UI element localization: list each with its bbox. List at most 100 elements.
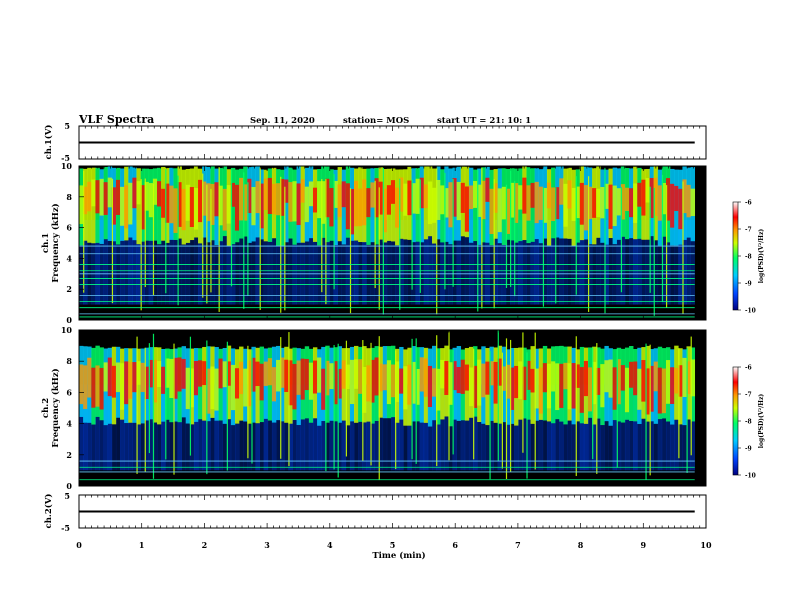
spectrogram-cell [551,384,556,471]
spectrogram-cell [567,363,572,410]
spectrogram-cell [276,384,281,471]
spectrogram-cell [608,359,613,398]
spectrogram-cell [444,219,449,305]
sferic-streak [505,338,508,479]
spectrogram-cell [198,219,203,305]
spectrogram-cell [284,179,289,203]
spectrogram-cell [436,384,441,471]
spectrogram-cell [226,185,232,224]
spectrogram-cell [210,384,215,471]
spectrogram-cell [432,384,437,471]
spectrogram-cell [530,182,535,208]
spectrogram-cell [674,384,679,471]
spectrogram-cell [91,384,96,471]
spectrogram-cell [592,188,597,218]
spectrogram-cell [325,178,330,218]
spectrogram-cell [177,182,182,227]
spectrogram-cell [111,187,117,225]
spectrogram-cell [189,187,195,227]
spectrogram-cell [678,219,683,305]
spectrogram-cell [399,368,404,394]
spectrogram-cell [509,367,515,410]
spectrogram-cell [115,362,121,393]
spectrogram-cell [111,219,117,305]
spectrogram-cell [214,384,219,471]
spectrogram-cell [300,179,306,203]
spectrogram-cell [411,183,416,214]
spectrogram-cell [514,365,519,399]
spectrogram-cell [226,384,232,471]
spectrogram-cell [239,384,244,471]
spectrogram-cell [583,219,589,305]
spectrogram-cell [432,368,437,397]
spectrogram-cell [407,180,412,216]
spectrogram-cell [551,219,556,305]
spectrogram-cell [255,361,260,387]
spectrogram-cell [95,180,100,214]
spectrogram-cell [661,368,667,414]
spectrogram-cell [583,384,589,471]
spectrogram-cell [358,188,363,227]
spectrogram-cell [682,179,687,214]
spectrogram-cell [493,361,498,404]
sferic-streak [251,350,253,464]
spectrogram-cell [218,358,223,389]
spectrogram-cell [288,360,293,406]
spectrogram-cell [333,384,338,471]
y-tick-label: 6 [66,387,72,397]
spectrogram-cell [292,363,297,410]
sferic-streak [206,340,208,475]
sferic-streak [247,182,249,297]
spectrogram-cell [579,367,585,413]
sferic-streak [206,184,208,304]
ch2-colorbar-gradient [732,366,739,476]
spectrogram-cell [505,188,511,234]
spectrogram-cell [534,368,540,409]
spectrogram-cell [670,183,675,228]
time-axis-tick-labels: 0 1 2 3 4 5 6 7 8 9 10 [76,540,712,550]
spectrogram-cell [165,183,170,223]
sferic-streak [522,332,524,453]
spectrogram-cell [177,219,182,305]
ch2-waveform-ylabel: ch.2(V) [43,494,54,529]
x-tick-label: 5 [390,540,396,550]
spectrogram-cell [620,219,626,305]
spectrogram-cell [546,363,552,409]
start-time-label: start UT = 21: 10: 1 [437,116,531,126]
ch1-channel-label: ch.1 [41,233,51,253]
sferic-streak [534,332,536,470]
spectrogram-cell [423,184,429,209]
ch2-ytick-top: 5 [64,491,70,501]
spectrogram-cell [518,185,523,210]
spectrogram-cell [657,384,663,471]
sferic-streak [661,174,664,303]
spectrogram-cell [271,183,277,215]
spectrogram-cell [575,186,581,219]
spectrogram-cell [169,384,174,471]
spectrogram-cell [226,361,232,386]
sferic-streak [452,178,454,287]
spectrogram-cell [259,363,265,401]
spectrogram-cell [308,384,314,471]
spectrogram-cell [403,384,408,471]
spectrogram-cell [169,185,174,224]
y-tick-label: 2 [66,284,72,294]
sferic-streak [509,339,512,473]
spectrogram-cell [674,219,679,305]
spectrogram-cell [255,181,260,214]
spectrogram-cell [481,384,486,471]
spectrogram-cell [403,366,408,410]
spectrogram-cell [485,361,490,395]
spectrogram-cell [271,219,277,305]
spectrogram-cell [218,185,223,226]
spectrogram-cell [165,384,170,471]
spectrogram-cell [280,178,285,216]
spectrogram-cell [674,185,679,211]
spectrogram-cell [686,219,691,305]
spectrogram-cell [448,219,453,305]
spectrogram-cell [546,384,552,471]
spectrogram-cell [604,219,609,305]
spectrogram-cell [649,365,654,412]
spectrogram-cell [423,219,429,305]
spectrogram-cell [181,384,187,471]
